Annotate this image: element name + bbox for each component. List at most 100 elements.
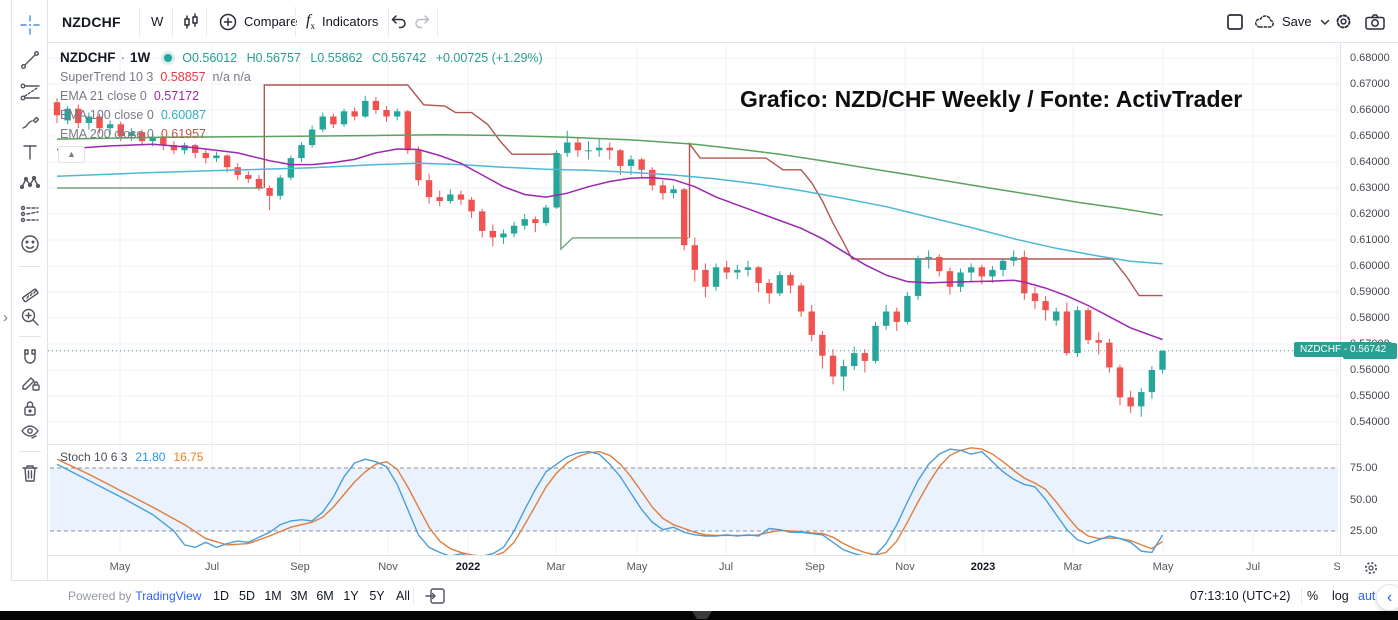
candles-series[interactable]	[53, 95, 1166, 417]
panel-separator[interactable]	[48, 444, 1398, 445]
lock-all-icon[interactable]	[18, 396, 42, 420]
remove-drawings-icon[interactable]	[18, 461, 42, 485]
candle-body	[202, 152, 210, 159]
candle-body	[383, 110, 390, 117]
time-axis-tick[interactable]: S	[1333, 561, 1341, 573]
candle-body	[138, 132, 146, 142]
ruler-icon[interactable]	[18, 283, 42, 307]
price-axis[interactable]: 0.68000 0.67000 0.66000 0.65000 0.64000 0.630…	[1340, 43, 1398, 555]
candle-body	[468, 199, 475, 212]
indicator-legend-row[interactable]: SuperTrend 10 3 0.58857 n/a n/a	[60, 67, 549, 86]
candle-body	[723, 267, 730, 273]
text-tool-icon[interactable]	[18, 140, 42, 164]
range-button-5y[interactable]: 5Y	[369, 589, 385, 603]
time-axis-tick[interactable]: Sep	[805, 561, 825, 573]
log-scale-button[interactable]: log	[1332, 589, 1349, 603]
price-axis-label: 0.56000	[1350, 364, 1390, 376]
tradingview-link[interactable]: TradingView	[135, 589, 202, 603]
candle-body	[617, 150, 624, 166]
price-axis-label: 0.65000	[1350, 130, 1390, 142]
data-source-dot-icon[interactable]	[164, 53, 173, 62]
brush-icon[interactable]	[18, 110, 42, 134]
drag-notch	[692, 611, 712, 619]
candle-body	[1042, 301, 1049, 311]
trend-line-icon[interactable]	[18, 48, 42, 72]
save-label: Save	[1282, 14, 1312, 29]
forecast-tool-icon[interactable]	[18, 202, 42, 226]
range-button-1y[interactable]: 1Y	[343, 589, 359, 603]
go-to-date-icon[interactable]	[425, 581, 447, 611]
candle-body	[245, 175, 252, 179]
stoch-legend[interactable]: Stoch 10 6 3 21.80 16.75	[60, 450, 203, 464]
expand-object-tree-icon[interactable]: ›	[3, 309, 8, 326]
redo-button[interactable]	[412, 0, 432, 43]
legend-collapse-button[interactable]: ▲	[58, 146, 85, 163]
candle-body	[691, 245, 698, 270]
compare-label: Compare	[244, 14, 298, 29]
screenshot-camera-icon[interactable]	[1364, 0, 1386, 43]
range-button-1d[interactable]: 1D	[213, 589, 229, 603]
compare-button[interactable]: Compare	[218, 0, 297, 43]
undo-button[interactable]	[389, 0, 409, 43]
time-axis-tick[interactable]: 2022	[455, 561, 481, 573]
time-axis-tick[interactable]: Jul	[204, 561, 220, 573]
drawing-lock-icon[interactable]	[18, 370, 42, 394]
candle-body	[819, 334, 826, 356]
percent-scale-button[interactable]: %	[1307, 589, 1319, 603]
auto-scale-button[interactable]: aut	[1358, 589, 1376, 603]
symbol-button[interactable]: NZDCHF	[62, 13, 121, 30]
time-axis-tick[interactable]: Jul	[1245, 561, 1261, 573]
range-button-all[interactable]: All	[396, 589, 410, 603]
time-axis-tick[interactable]: May	[109, 561, 131, 573]
time-axis[interactable]: May Jul Sep Nov 2022 Mar May Jul Sep Nov 2023 Mar Ma…	[48, 555, 1398, 580]
clock[interactable]: 07:13:10 (UTC+2)	[1190, 589, 1291, 603]
save-button[interactable]: Save	[1253, 0, 1332, 43]
main-price-chart[interactable]	[48, 45, 1340, 445]
candle-body	[181, 145, 188, 151]
candle-body	[861, 353, 869, 361]
indicators-button[interactable]: fx Indicators	[306, 0, 378, 43]
legend-main-row[interactable]: NZDCHF · 1W O0.56012 H0.56757 L0.55862 C…	[60, 48, 549, 67]
emoji-tool-icon[interactable]	[18, 232, 42, 256]
zoom-in-icon[interactable]	[18, 305, 42, 329]
interval-button[interactable]: W	[151, 14, 164, 29]
range-button-3m[interactable]: 3M	[290, 589, 308, 603]
indicator-legend-row[interactable]: EMA 100 close 0 0.60087	[60, 105, 549, 124]
time-axis-tick[interactable]: Mar	[1063, 561, 1083, 573]
time-axis-tick[interactable]: 2023	[970, 561, 996, 573]
stoch-axis-label: 25.00	[1350, 525, 1378, 537]
candle-body	[160, 137, 167, 146]
crosshair-icon[interactable]	[18, 13, 42, 37]
candle-body	[585, 150, 592, 152]
time-axis-tick[interactable]: Jul	[718, 561, 734, 573]
candle-body	[882, 311, 890, 326]
candle-body	[542, 207, 550, 224]
top-toolbar: NZDCHF W Compare fx Indicators	[48, 0, 1398, 43]
range-button-5d[interactable]: 5D	[239, 589, 255, 603]
candle-body	[404, 111, 411, 151]
time-axis-tick[interactable]: Mar	[546, 561, 566, 573]
candle-body	[829, 355, 837, 377]
magnet-icon[interactable]	[18, 345, 42, 369]
time-axis-tick[interactable]: Nov	[378, 561, 398, 573]
chart-style-icon[interactable]	[181, 0, 201, 43]
timezone-gear-icon[interactable]	[1362, 559, 1382, 579]
collapse-panel-button[interactable]: ‹	[1376, 584, 1398, 611]
range-button-6m[interactable]: 6M	[316, 589, 334, 603]
hide-drawings-icon[interactable]	[18, 420, 42, 444]
candle-body	[266, 188, 273, 196]
stochastic-panel[interactable]	[48, 445, 1340, 555]
fib-retracement-icon[interactable]	[18, 80, 42, 104]
candle-body	[308, 129, 316, 146]
indicator-legend-row[interactable]: EMA 200 close 0 0.61957	[60, 124, 549, 143]
indicator-legend-row[interactable]: EMA 21 close 0 0.57172	[60, 86, 549, 105]
settings-gear-icon[interactable]	[1333, 0, 1354, 43]
time-axis-tick[interactable]: May	[1152, 561, 1174, 573]
time-axis-tick[interactable]: Sep	[290, 561, 310, 573]
candle-body	[776, 275, 784, 294]
layout-select-icon[interactable]	[1226, 0, 1244, 43]
xabcd-pattern-icon[interactable]	[18, 171, 42, 195]
time-axis-tick[interactable]: Nov	[895, 561, 915, 573]
range-button-1m[interactable]: 1M	[264, 589, 282, 603]
time-axis-tick[interactable]: May	[626, 561, 648, 573]
